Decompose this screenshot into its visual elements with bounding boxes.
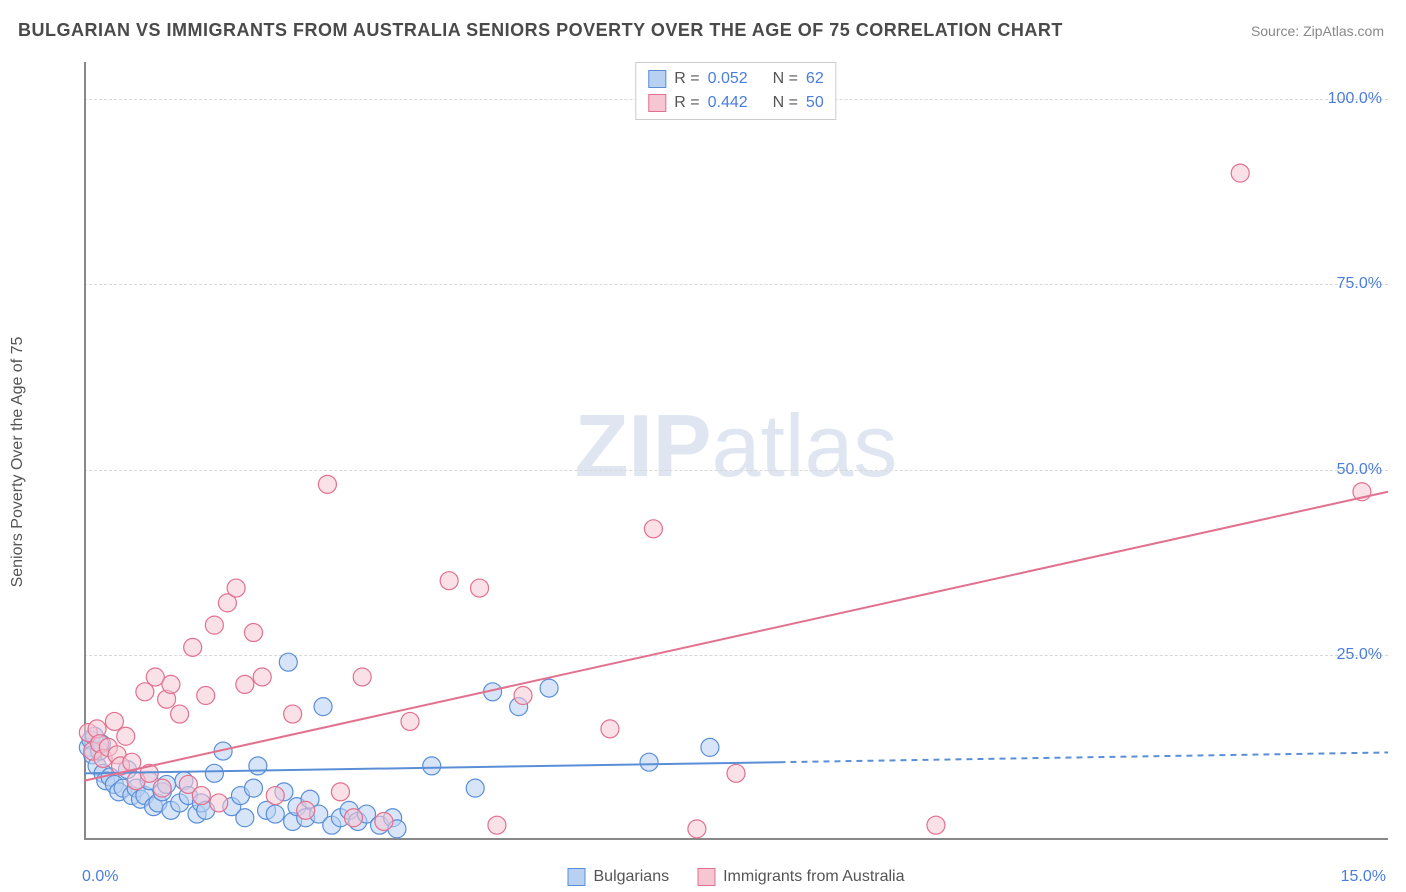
legend-item: Bulgarians <box>568 868 670 886</box>
data-point <box>331 783 349 801</box>
legend-n-value: 62 <box>806 70 824 88</box>
data-point <box>266 805 284 823</box>
data-point <box>688 820 706 838</box>
data-point <box>153 779 171 797</box>
data-point <box>701 738 719 756</box>
data-point <box>640 753 658 771</box>
data-point <box>375 812 393 830</box>
data-point <box>236 809 254 827</box>
data-point <box>318 475 336 493</box>
trend-line <box>84 492 1388 781</box>
chart-title: BULGARIAN VS IMMIGRANTS FROM AUSTRALIA S… <box>18 20 1063 41</box>
data-point <box>210 794 228 812</box>
trend-line-extension <box>779 752 1388 762</box>
legend-r-label: R = <box>674 94 699 112</box>
legend-r-value: 0.052 <box>708 70 748 88</box>
legend-swatch <box>648 70 666 88</box>
data-point <box>423 757 441 775</box>
legend-label: Bulgarians <box>594 868 670 886</box>
data-point <box>514 687 532 705</box>
data-point <box>192 787 210 805</box>
data-point <box>279 653 297 671</box>
data-point <box>601 720 619 738</box>
data-point <box>162 675 180 693</box>
legend-n-label: N = <box>773 94 798 112</box>
title-bar: BULGARIAN VS IMMIGRANTS FROM AUSTRALIA S… <box>18 20 1384 41</box>
data-point <box>171 705 189 723</box>
data-point <box>184 638 202 656</box>
x-tick-label: 0.0% <box>82 868 118 886</box>
legend-stats-row: R = 0.052 N = 62 <box>648 67 823 91</box>
data-point <box>205 764 223 782</box>
chart-container: BULGARIAN VS IMMIGRANTS FROM AUSTRALIA S… <box>0 0 1406 892</box>
data-point <box>353 668 371 686</box>
data-point <box>205 616 223 634</box>
chart-svg <box>84 62 1388 840</box>
data-point <box>245 779 263 797</box>
data-point <box>253 668 271 686</box>
data-point <box>197 687 215 705</box>
data-point <box>284 705 302 723</box>
data-point <box>245 624 263 642</box>
data-point <box>117 727 135 745</box>
data-point <box>727 764 745 782</box>
legend-swatch <box>648 94 666 112</box>
legend-n-label: N = <box>773 70 798 88</box>
chart-area: Seniors Poverty Over the Age of 75 ZIPat… <box>50 62 1390 862</box>
data-point <box>344 809 362 827</box>
legend-stats: R = 0.052 N = 62 R = 0.442 N = 50 <box>635 62 836 120</box>
legend-label: Immigrants from Australia <box>723 868 904 886</box>
data-point <box>401 712 419 730</box>
data-point <box>314 698 332 716</box>
data-point <box>297 801 315 819</box>
legend-swatch <box>568 868 586 886</box>
legend-series: Bulgarians Immigrants from Australia <box>568 868 905 886</box>
data-point <box>236 675 254 693</box>
data-point <box>644 520 662 538</box>
data-point <box>1231 164 1249 182</box>
data-point <box>249 757 267 775</box>
legend-swatch <box>697 868 715 886</box>
plot-region: ZIPatlas 25.0%50.0%75.0%100.0%0.0%15.0%R… <box>84 62 1388 862</box>
x-tick-label: 15.0% <box>1341 868 1386 886</box>
data-point <box>471 579 489 597</box>
source-text: Source: ZipAtlas.com <box>1251 23 1384 39</box>
data-point <box>227 579 245 597</box>
data-point <box>466 779 484 797</box>
data-point <box>440 572 458 590</box>
data-point <box>105 712 123 730</box>
legend-item: Immigrants from Australia <box>697 868 904 886</box>
data-point <box>927 816 945 834</box>
data-point <box>488 816 506 834</box>
data-point <box>540 679 558 697</box>
legend-r-value: 0.442 <box>708 94 748 112</box>
y-axis-label: Seniors Poverty Over the Age of 75 <box>9 337 27 588</box>
legend-stats-row: R = 0.442 N = 50 <box>648 91 823 115</box>
data-point <box>266 787 284 805</box>
legend-n-value: 50 <box>806 94 824 112</box>
legend-r-label: R = <box>674 70 699 88</box>
